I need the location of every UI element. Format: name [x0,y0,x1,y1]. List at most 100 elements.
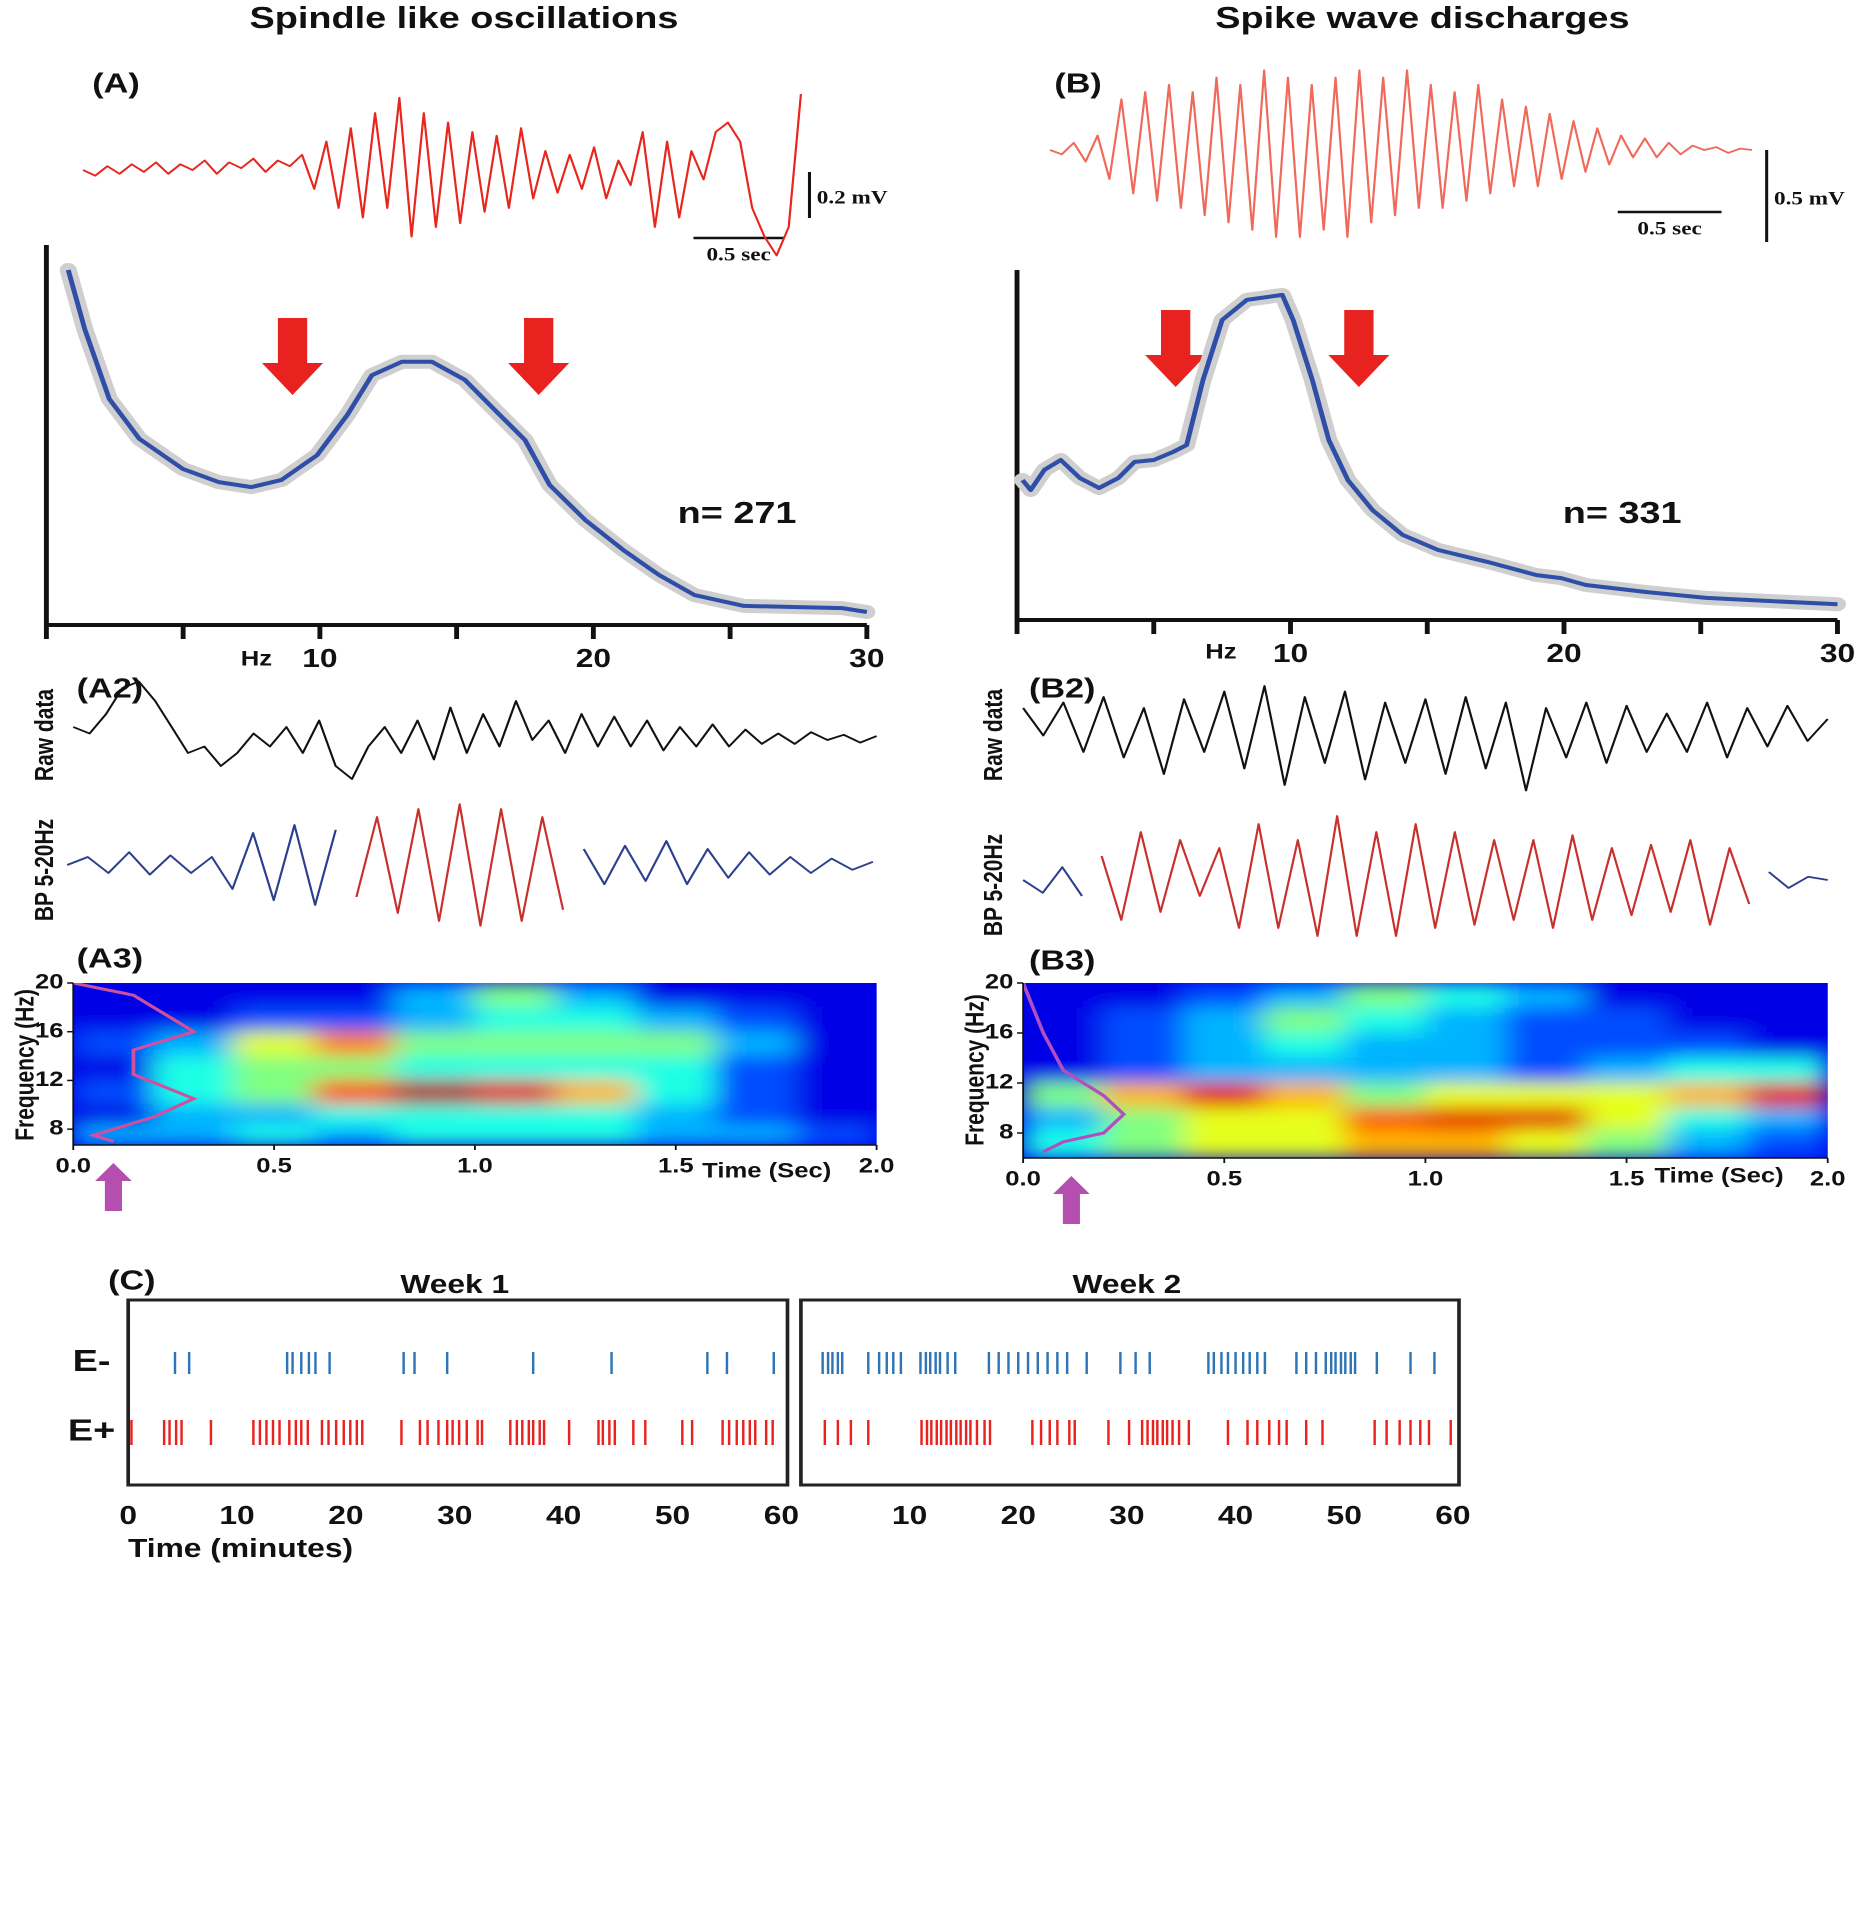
heatmap-cell [634,983,717,1008]
y-tick-label: 16 [985,1020,1014,1043]
heatmap-cell [795,1104,877,1127]
heatmap-cell [1585,1057,1668,1084]
heatmap-cell [1183,983,1266,1009]
heatmap-cell [715,983,797,1008]
heatmap-cell [1263,1007,1346,1034]
heatmap-cell [795,1006,877,1033]
x-tick-label: 0.0 [1005,1167,1041,1190]
y-axis-label: BP 5-20Hz [979,834,1007,936]
heatmap-cell [715,1079,797,1106]
heatmap-cell [795,1125,877,1145]
heatmap-cell [1102,1082,1185,1109]
heatmap-cell [1666,1107,1748,1131]
x-tick-label: 30 [849,644,884,673]
heatmap-cell [1344,1032,1427,1059]
heatmap-cell [1263,1082,1346,1109]
arrow [95,1163,132,1211]
panel-frame [799,1298,1461,1487]
heatmap-cell [152,1031,235,1057]
heatmap-cell [1183,1057,1266,1084]
heatmap-cell [474,1079,556,1106]
y-tick-label: 12 [35,1067,64,1090]
heatmap-cell [634,1125,717,1145]
x-tick-label: 0 [119,1501,137,1530]
heatmap-cell [1746,1129,1828,1158]
panel-label: (A) [92,67,139,98]
y-tick-label: 8 [49,1116,63,1139]
spectrum-line [1020,292,1838,607]
x-tick-label: 1.5 [1609,1167,1645,1190]
heatmap-cell [1344,1057,1427,1084]
heatmap-cell [1424,1082,1507,1109]
heatmap-cell [715,1055,797,1081]
y-tick-label: 12 [985,1070,1014,1093]
heatmap-cell [1585,1007,1668,1034]
heatmap-cell [634,1031,717,1057]
x-tick-label: 10 [302,644,337,673]
heatmap-cell [1505,1032,1587,1059]
x-axis-label: Hz [1205,640,1236,663]
heatmap-cell [1746,1082,1828,1109]
heatmap-cell [233,1079,315,1106]
annotation: n= 331 [1563,496,1682,530]
x-tick-label: 20 [576,644,611,673]
heatmap-cell [1102,1007,1185,1034]
x-axis-label: Time (minutes) [128,1534,353,1563]
x-tick-label: 60 [764,1501,799,1530]
heatmap-cell [393,1079,476,1106]
legend-label: E- [73,1344,111,1378]
heatmap-cell [1746,1032,1828,1059]
x-tick-label: 40 [546,1501,581,1530]
scale-bar-label: 0.5 sec [1637,217,1701,239]
heatmap-cell [1183,1007,1266,1034]
panel-title: Week 2 [1073,1270,1182,1299]
heatmap-cell [474,1125,556,1145]
heatmap-cell [1424,1007,1507,1034]
heatmap-cell [393,1055,476,1081]
arrow [1053,1176,1090,1224]
heatmap-cell [554,1104,637,1127]
trace [1022,685,1829,792]
x-tick-label: 10 [219,1501,254,1530]
x-tick-label: 10 [892,1501,927,1530]
heatmap-cell [73,1104,155,1127]
column-title: Spike wave discharges [1215,1,1629,35]
heatmap-cell [1183,1082,1266,1109]
heatmap-cell [1102,983,1185,1009]
x-tick-label: 0.5 [1206,1167,1242,1190]
panel-frame [126,1298,790,1487]
heatmap-cell [1183,1107,1266,1131]
heatmap-cell [233,1031,315,1057]
heatmap-cell [1505,1007,1587,1034]
x-tick-label: 0.0 [55,1154,91,1177]
column-title: Spindle like oscillations [250,1,679,35]
heatmap-cell [73,1006,155,1033]
x-tick-label: 50 [1327,1501,1362,1530]
heatmap-cell [715,1031,797,1057]
heatmap-cell [1585,1107,1668,1131]
y-tick-label: 20 [985,970,1014,993]
heatmap-cell [1263,983,1346,1009]
annotation: n= 271 [678,496,797,530]
x-tick-label: 1.0 [1408,1167,1444,1190]
x-tick-label: 1.5 [658,1154,694,1177]
heatmap-cell [152,983,235,1008]
x-tick-label: 0.5 [256,1154,292,1177]
y-axis-label: Frequency (Hz) [961,994,989,1146]
heatmap-cell [233,1006,315,1033]
heatmap-cell [152,1055,235,1081]
heatmap-cell [73,1125,155,1145]
heatmap-cell [554,1125,637,1145]
heatmap-cell [634,1055,717,1081]
trace [355,803,565,927]
trace [1022,866,1828,897]
heatmap-cell [313,1031,396,1057]
trace [66,824,874,906]
trace [72,680,878,780]
heatmap-cell [1102,1107,1185,1131]
heatmap-cell [1505,983,1587,1009]
heatmap-cell [1424,1129,1507,1158]
y-tick-label: 8 [999,1120,1013,1143]
heatmap-cell [1666,1032,1748,1059]
